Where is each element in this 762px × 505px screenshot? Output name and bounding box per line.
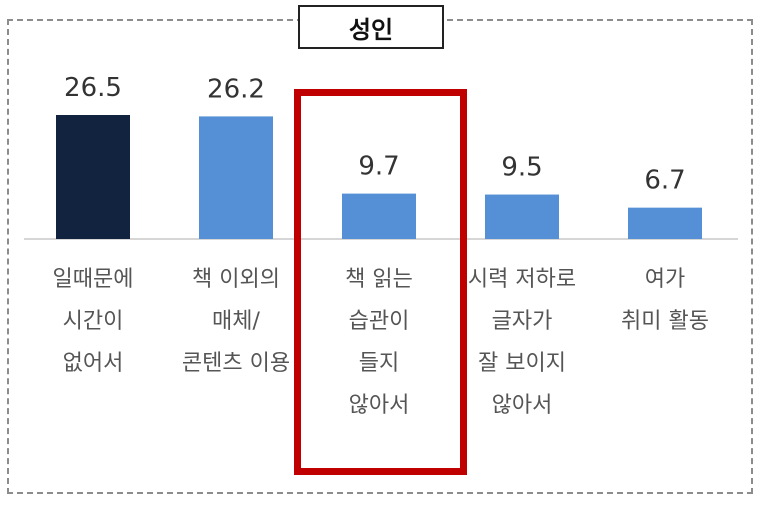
value-labels-layer: 26.5 26.2 9.7 9.5 6.7 <box>64 73 686 196</box>
category-label-line: 들지 <box>359 351 399 376</box>
category-label-line: 일때문에 <box>53 267 134 292</box>
bar <box>199 116 273 239</box>
category-label-line: 여가 <box>645 267 685 292</box>
data-label: 26.5 <box>64 73 122 103</box>
bar <box>56 115 130 239</box>
bars-layer <box>56 115 702 239</box>
data-label: 26.2 <box>207 74 265 104</box>
category-label-line: 습관이 <box>349 309 410 334</box>
category-label-line: 없어서 <box>63 351 124 376</box>
category-label-line: 시력 저하로 <box>468 267 576 292</box>
chart-title: 성인 <box>298 5 444 49</box>
category-label-line: 시간이 <box>63 309 124 334</box>
data-label: 9.7 <box>358 152 399 182</box>
category-label-line: 책 읽는 <box>345 267 413 292</box>
category-label-line: 않아서 <box>349 393 410 418</box>
category-label-line: 책 이외의 <box>192 267 280 292</box>
bar <box>342 193 416 239</box>
data-label: 6.7 <box>644 166 685 196</box>
bar <box>485 194 559 239</box>
category-label-line: 콘텐츠 이용 <box>182 351 290 376</box>
category-label-line: 취미 활동 <box>621 309 709 334</box>
data-label: 9.5 <box>501 153 542 183</box>
bar <box>628 207 702 239</box>
category-label-line: 매체/ <box>212 309 260 334</box>
category-label-line: 않아서 <box>492 393 553 418</box>
highlight-box <box>294 89 467 475</box>
category-label-line: 잘 보이지 <box>478 351 566 376</box>
category-label-line: 글자가 <box>492 309 553 334</box>
